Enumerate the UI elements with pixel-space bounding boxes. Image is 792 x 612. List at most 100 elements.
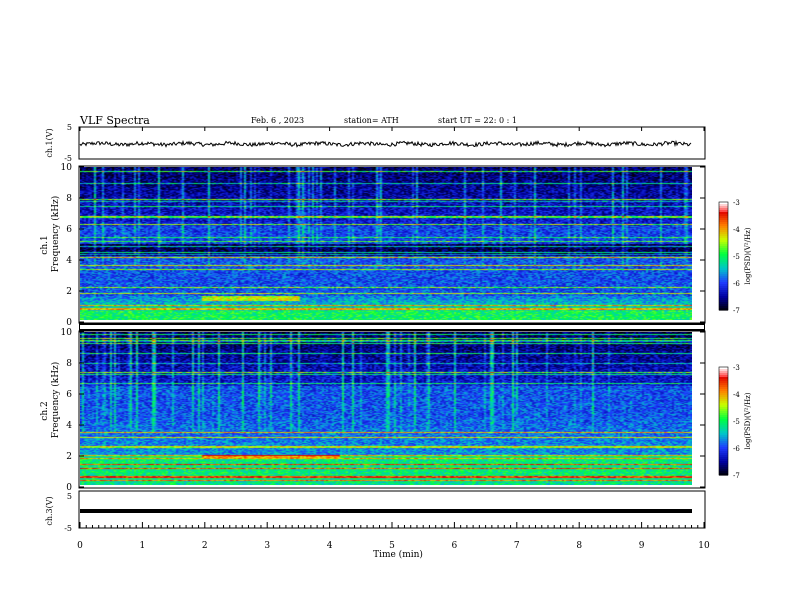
colorbar-cell — [719, 282, 728, 285]
ch1-ytick-neg5: -5 — [64, 154, 72, 163]
colorbar-cell — [719, 236, 728, 239]
ytick-label: 2 — [66, 287, 72, 297]
colorbar-cell — [719, 385, 728, 388]
colorbar-cell — [719, 230, 728, 233]
ch3-v-ylabel: ch.3(V) — [45, 496, 54, 525]
colorbar-cell — [719, 268, 728, 271]
colorbar-cell — [719, 278, 728, 281]
colorbar-cell — [719, 409, 728, 412]
colorbar-cell — [719, 298, 728, 301]
colorbar-cell — [719, 294, 728, 297]
colorbar-cell — [719, 264, 728, 267]
xtick-label: 0 — [77, 541, 83, 551]
ch2-spectrogram-image — [80, 332, 692, 485]
colorbar-cell — [719, 473, 728, 476]
colorbar-cell — [719, 212, 728, 215]
colorbar-cell — [719, 256, 728, 259]
colorbar-label: log(PSD)(V²/Hz) — [744, 227, 752, 284]
colorbar-cell — [719, 379, 728, 382]
colorbar-cell — [719, 260, 728, 263]
figure-title: VLF Spectra — [79, 114, 150, 127]
colorbar-cell — [719, 210, 728, 213]
colorbar-cell — [719, 427, 728, 430]
colorbar-cell — [719, 304, 728, 307]
station-label: station= ATH — [344, 116, 399, 125]
colorbar-cell — [719, 296, 728, 299]
colorbar-cell — [719, 254, 728, 257]
x-axis-label: Time (min) — [373, 549, 423, 560]
colorbar-cell — [719, 290, 728, 293]
ch3-ytick-neg5: -5 — [64, 524, 72, 533]
ch2-freq-ylabel-b: Frequency (kHz) — [50, 362, 61, 439]
colorbar-cell — [719, 395, 728, 398]
colorbar-cell — [719, 457, 728, 460]
colorbar-cell — [719, 433, 728, 436]
colorbar-cell — [719, 461, 728, 464]
xtick-label: 8 — [576, 541, 582, 551]
colorbar-cell — [719, 453, 728, 456]
colorbar-cell — [719, 415, 728, 418]
colorbar-cell — [719, 204, 728, 207]
ytick-label: 6 — [66, 390, 72, 400]
colorbar-cell — [719, 244, 728, 247]
colorbar-cell — [719, 306, 728, 309]
ch1-colorbar: -3 -4 -5 -6 -7 log(PSD)(V²/Hz) — [718, 199, 752, 315]
colorbar-cell — [719, 224, 728, 227]
colorbar-cell — [719, 228, 728, 231]
colorbar-cell — [719, 218, 728, 221]
colorbar-cell — [719, 248, 728, 251]
ch2-spectrogram-panel: 0 2 4 6 8 10 ch.2 Frequency (kHz) — [40, 328, 706, 493]
colorbar-cell — [719, 377, 728, 380]
xtick-label: 2 — [202, 541, 208, 551]
colorbar-cell — [719, 449, 728, 452]
colorbar-cell — [719, 393, 728, 396]
colorbar-cell — [719, 407, 728, 410]
colorbar-cell — [719, 308, 728, 311]
colorbar-tick-label: -7 — [733, 307, 740, 315]
colorbar-cell — [719, 262, 728, 265]
colorbar-cell — [719, 226, 728, 229]
ytick-label: 2 — [66, 452, 72, 462]
date-label: Feb. 6 , 2023 — [251, 116, 304, 125]
colorbar-cell — [719, 276, 728, 279]
colorbar-tick-label: -6 — [733, 280, 740, 288]
colorbar-cell — [719, 206, 728, 209]
ytick-label: 10 — [61, 163, 73, 173]
colorbar-cell — [719, 465, 728, 468]
colorbar-cell — [719, 413, 728, 416]
ch1-trace — [79, 139, 692, 148]
xtick-label: 10 — [698, 541, 710, 551]
ytick-label: 8 — [66, 359, 72, 369]
ch1-v-ylabel: ch.1(V) — [45, 128, 54, 157]
colorbar-cell — [719, 371, 728, 374]
ytick-label: 6 — [66, 225, 72, 235]
colorbar-cell — [719, 300, 728, 303]
colorbar-cell — [719, 397, 728, 400]
ch3-waveform-panel: 5 -5 ch.3(V) — [45, 490, 706, 533]
xtick-label: 4 — [327, 541, 333, 551]
ch1-waveform-panel: 5 -5 ch.1(V) — [45, 123, 706, 163]
colorbar-cell — [719, 240, 728, 243]
colorbar-cell — [719, 447, 728, 450]
colorbar-tick-label: -6 — [733, 445, 740, 453]
ytick-label: 8 — [66, 194, 72, 204]
colorbar-cell — [719, 270, 728, 273]
colorbar-cell — [719, 286, 728, 289]
ch1-spectrogram-panel: 0 2 4 6 8 10 ch.1 Frequency (kHz) — [40, 163, 706, 328]
ytick-label: 4 — [66, 421, 72, 431]
colorbar-cell — [719, 419, 728, 422]
colorbar-cell — [719, 373, 728, 376]
colorbar-cell — [719, 302, 728, 305]
colorbar-cell — [719, 258, 728, 261]
colorbar-tick-label: -5 — [733, 418, 740, 426]
colorbar-cell — [719, 389, 728, 392]
start-ut-label: start UT = 22: 0 : 1 — [438, 116, 517, 125]
colorbar-cell — [719, 391, 728, 394]
colorbar-cell — [719, 288, 728, 291]
colorbar-cell — [719, 387, 728, 390]
colorbar-cell — [719, 375, 728, 378]
ytick-label: 10 — [61, 328, 73, 338]
colorbar-cell — [719, 417, 728, 420]
ch3-trace — [80, 509, 692, 513]
